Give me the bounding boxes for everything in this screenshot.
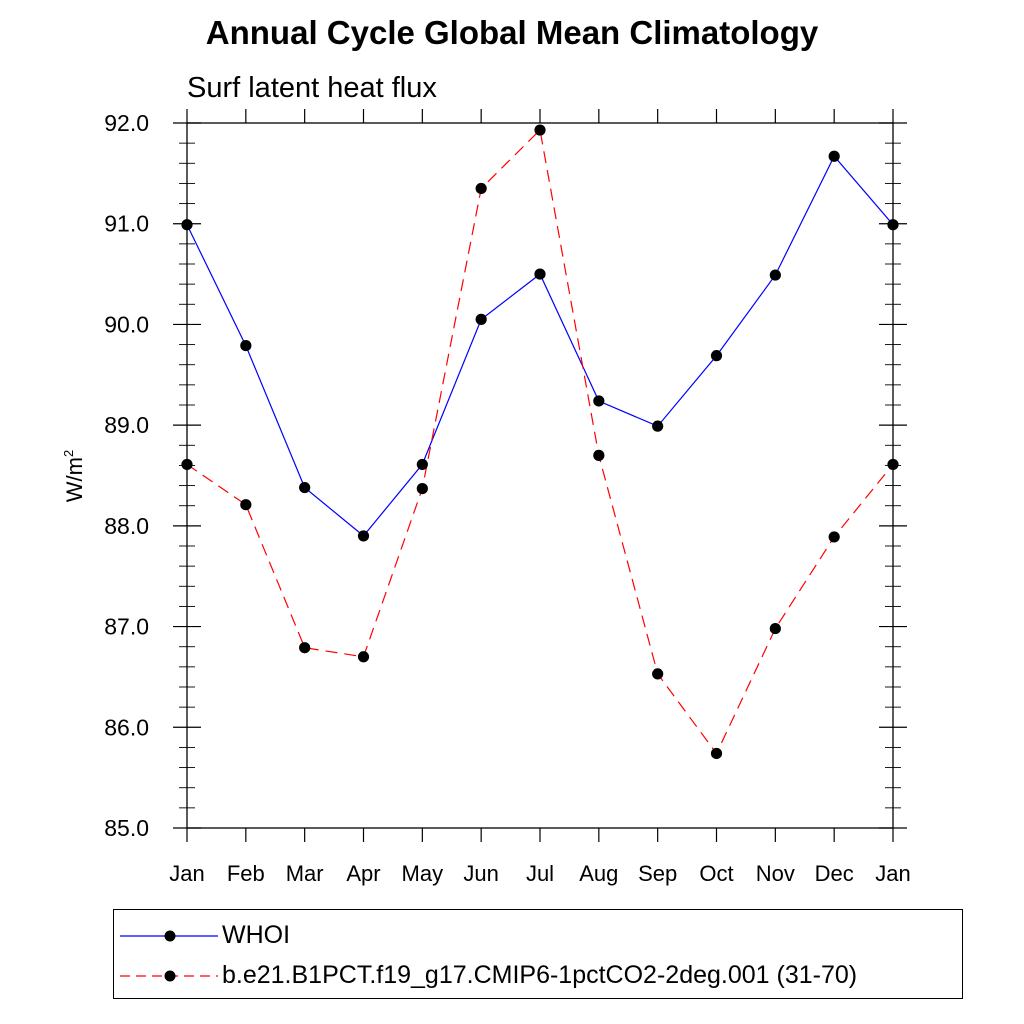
legend-item-whoi: WHOI — [114, 916, 962, 956]
x-tick-label: Jun — [463, 861, 498, 886]
data-point-series-1 — [887, 458, 899, 471]
y-tick-label: 85.0 — [104, 815, 149, 841]
data-point-series-0 — [240, 339, 252, 352]
series-line-0 — [186, 155, 894, 537]
x-tick-label: Oct — [699, 861, 733, 886]
y-tick-label: 86.0 — [104, 714, 149, 740]
x-tick-label: Dec — [815, 861, 854, 886]
data-point-series-0 — [357, 530, 370, 542]
data-point-series-1 — [475, 182, 487, 195]
data-point-series-1 — [593, 449, 605, 461]
data-point-series-0 — [475, 313, 487, 325]
series-line-1 — [186, 128, 894, 755]
legend-label-whoi: WHOI — [222, 921, 291, 949]
x-tick-label: Jan — [875, 861, 910, 886]
data-point-series-0 — [416, 458, 428, 471]
y-axis-label: W/m2 — [61, 450, 87, 502]
data-point-series-0 — [181, 219, 193, 231]
plot-frame — [186, 122, 894, 829]
x-tick-label: Aug — [579, 861, 618, 886]
axes: 85.0 86.0 87.0 88.0 89.0 90.0 91.0 92.0 Jan Feb Ma… — [104, 109, 911, 886]
chart-title: Annual Cycle Global Mean Climatology — [205, 14, 819, 51]
data-point-series-1 — [181, 458, 193, 471]
legend-label-cmip6: b.e21.B1PCT.f19_g17.CMIP6-1pctCO2-2deg.0… — [222, 961, 858, 989]
x-tick-label: Feb — [227, 861, 265, 886]
y-axis-label-superscript: 2 — [61, 450, 76, 457]
x-tick-label: Jul — [526, 861, 554, 886]
y-tick-label: 87.0 — [104, 614, 149, 640]
legend-swatch-cmip6 — [120, 970, 218, 982]
data-point-series-0 — [769, 269, 781, 281]
data-point-series-0 — [710, 350, 723, 362]
y-tick-label: 88.0 — [104, 513, 149, 539]
x-tick-label: Mar — [286, 861, 324, 886]
legend-swatch-whoi — [120, 930, 218, 942]
data-point-series-1 — [416, 482, 428, 495]
data-point-series-1 — [240, 499, 252, 511]
legend: WHOI b.e21.B1PCT.f19_g17.CMIP6-1pctCO2-2… — [113, 909, 963, 999]
x-tick-label: Nov — [756, 861, 795, 886]
data-point-series-0 — [652, 420, 664, 432]
data-point-series-1 — [299, 642, 311, 654]
data-point-series-1 — [357, 651, 370, 663]
y-tick-label: 91.0 — [104, 211, 149, 237]
data-point-series-0 — [828, 150, 840, 162]
data-point-series-0 — [534, 268, 546, 280]
data-point-series-0 — [887, 219, 899, 231]
data-point-series-1 — [534, 124, 546, 136]
chart-subtitle: Surf latent heat flux — [187, 72, 437, 104]
data-point-series-1 — [710, 747, 723, 760]
y-axis-label-text: W/m — [62, 457, 87, 502]
y-tick-label: 90.0 — [104, 311, 149, 337]
x-tick-label: Jan — [169, 861, 204, 886]
data-point-series-0 — [299, 481, 311, 494]
legend-item-cmip6: b.e21.B1PCT.f19_g17.CMIP6-1pctCO2-2deg.0… — [114, 956, 962, 996]
y-tick-label: 92.0 — [104, 110, 149, 136]
data-point-series-1 — [828, 531, 840, 543]
data-point-series-1 — [652, 668, 664, 680]
y-tick-label: 89.0 — [104, 412, 149, 438]
data-point-series-1 — [769, 622, 781, 635]
series-layer — [181, 124, 899, 760]
line-chart: 85.0 86.0 87.0 88.0 89.0 90.0 91.0 92.0 Jan Feb Ma… — [61, 109, 911, 886]
x-tick-label: Sep — [638, 861, 677, 886]
x-tick-label: Apr — [346, 861, 380, 886]
data-point-series-0 — [593, 395, 605, 407]
x-tick-label: May — [402, 861, 444, 886]
